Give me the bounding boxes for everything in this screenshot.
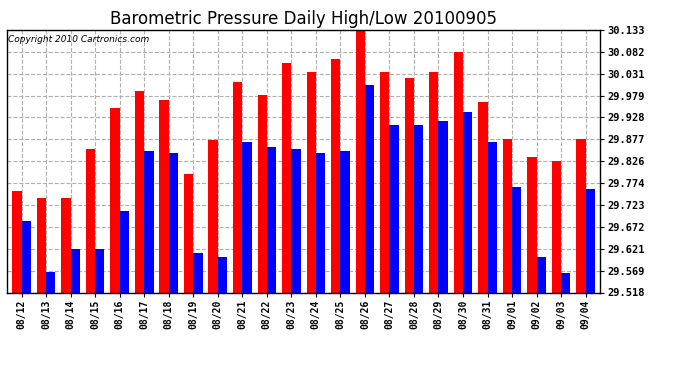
Bar: [208, 140, 218, 292]
Bar: [389, 125, 399, 292]
Bar: [414, 125, 423, 292]
Bar: [159, 100, 169, 292]
Bar: [552, 161, 561, 292]
Bar: [233, 82, 242, 292]
Bar: [586, 189, 595, 292]
Bar: [463, 112, 472, 292]
Bar: [316, 153, 325, 292]
Bar: [404, 78, 414, 292]
Bar: [306, 72, 316, 292]
Bar: [340, 151, 350, 292]
Bar: [70, 249, 80, 292]
Bar: [576, 139, 586, 292]
Bar: [37, 198, 46, 292]
Bar: [453, 52, 463, 292]
Bar: [380, 72, 389, 292]
Bar: [21, 221, 31, 292]
Bar: [184, 174, 193, 292]
Bar: [119, 210, 129, 292]
Bar: [488, 142, 497, 292]
Bar: [242, 142, 252, 292]
Bar: [218, 258, 227, 292]
Text: Copyright 2010 Cartronics.com: Copyright 2010 Cartronics.com: [8, 35, 149, 44]
Bar: [193, 253, 203, 292]
Bar: [512, 187, 522, 292]
Bar: [282, 63, 291, 292]
Bar: [438, 121, 448, 292]
Bar: [267, 147, 276, 292]
Bar: [12, 191, 21, 292]
Bar: [169, 153, 178, 292]
Bar: [291, 148, 301, 292]
Bar: [257, 95, 267, 292]
Bar: [86, 148, 95, 292]
Bar: [537, 258, 546, 292]
Bar: [61, 198, 70, 292]
Title: Barometric Pressure Daily High/Low 20100905: Barometric Pressure Daily High/Low 20100…: [110, 10, 497, 28]
Bar: [561, 273, 571, 292]
Bar: [429, 72, 438, 292]
Bar: [46, 273, 55, 292]
Bar: [110, 108, 119, 292]
Bar: [478, 102, 488, 292]
Bar: [331, 59, 340, 292]
Bar: [144, 151, 154, 292]
Bar: [503, 139, 512, 292]
Bar: [135, 91, 144, 292]
Bar: [355, 30, 365, 292]
Bar: [365, 85, 374, 292]
Bar: [95, 249, 104, 292]
Bar: [527, 157, 537, 292]
